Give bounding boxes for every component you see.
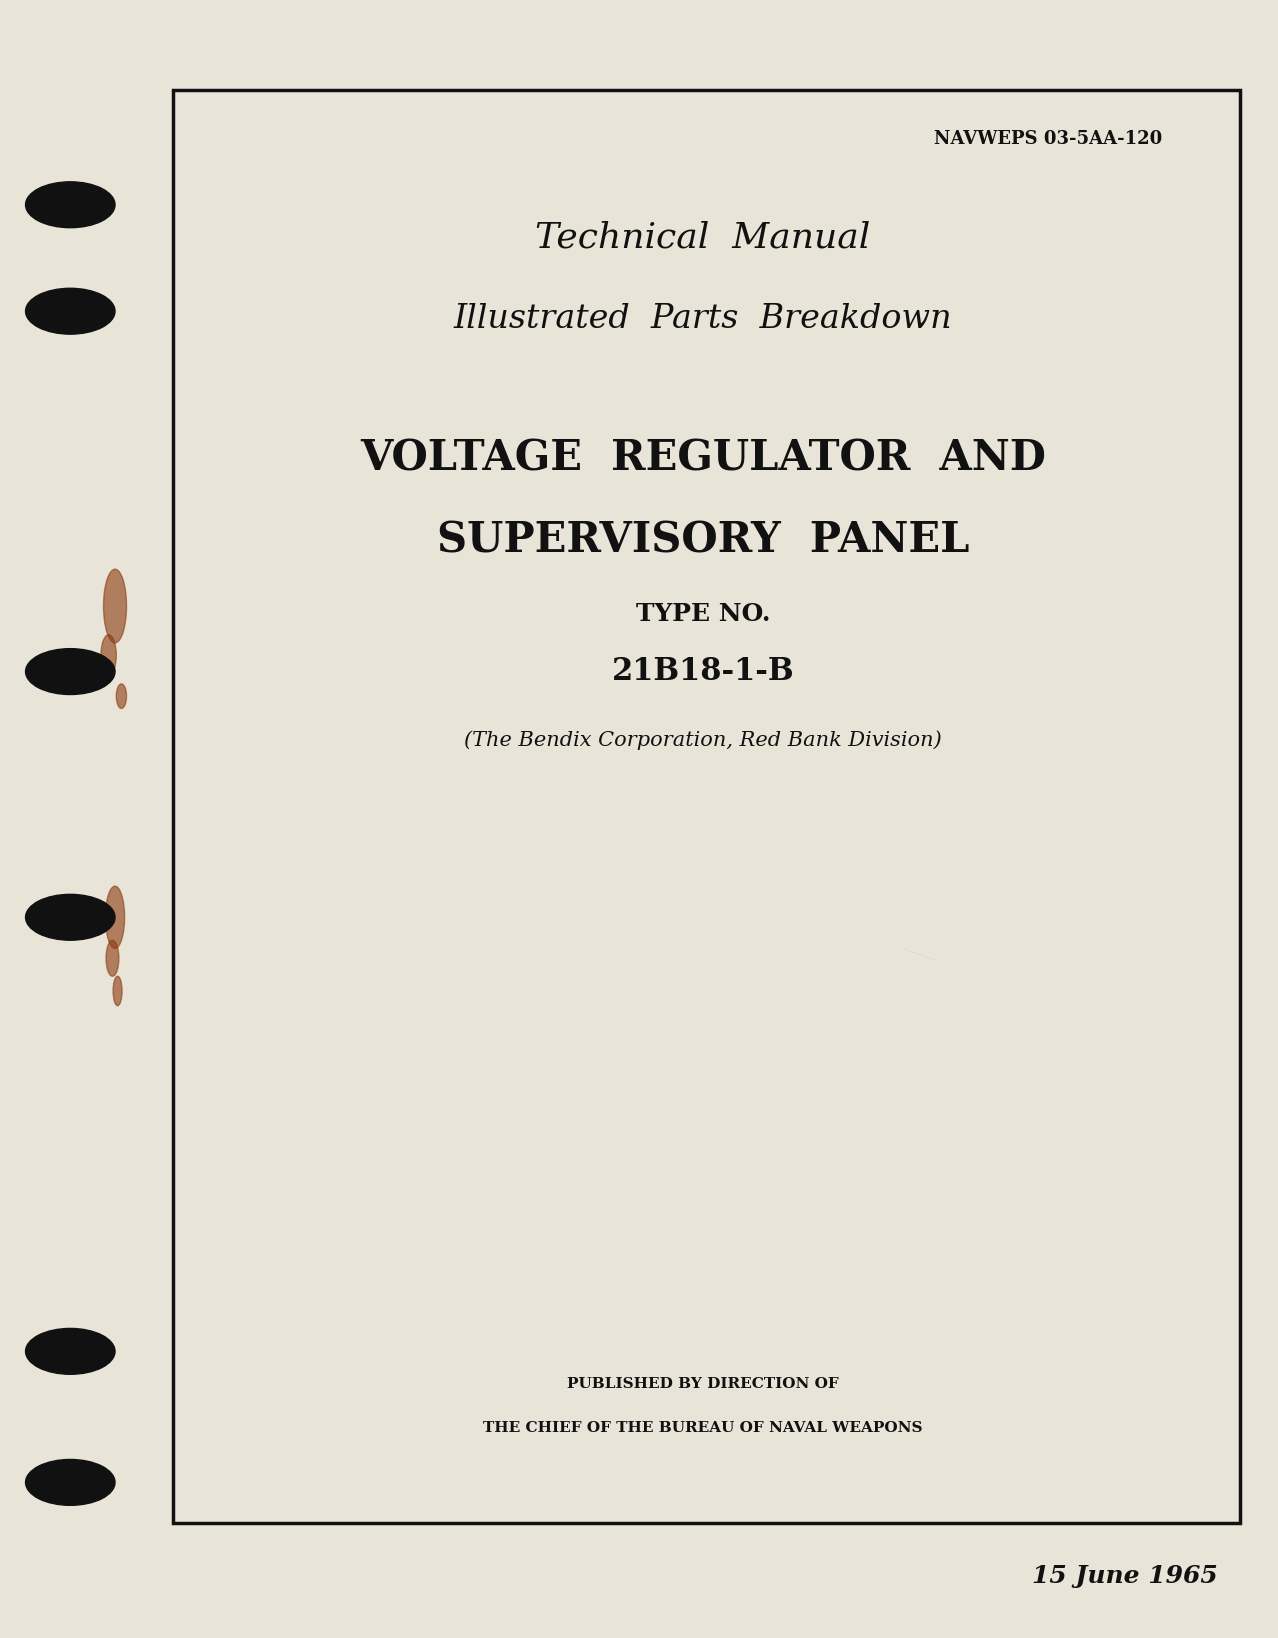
Text: 21B18-1-B: 21B18-1-B [612, 657, 794, 686]
FancyBboxPatch shape [173, 90, 1240, 1523]
Ellipse shape [112, 976, 123, 1006]
Ellipse shape [116, 685, 127, 708]
Text: PUBLISHED BY DIRECTION OF: PUBLISHED BY DIRECTION OF [567, 1378, 838, 1391]
Text: Illustrated  Parts  Breakdown: Illustrated Parts Breakdown [454, 303, 952, 336]
Text: 15 June 1965: 15 June 1965 [1031, 1564, 1218, 1587]
Text: TYPE NO.: TYPE NO. [635, 603, 771, 626]
Ellipse shape [26, 649, 115, 695]
Text: (The Bendix Corporation, Red Bank Division): (The Bendix Corporation, Red Bank Divisi… [464, 731, 942, 750]
Text: Technical  Manual: Technical Manual [535, 221, 870, 254]
Ellipse shape [26, 182, 115, 228]
Ellipse shape [26, 1328, 115, 1374]
Ellipse shape [26, 894, 115, 940]
Text: THE CHIEF OF THE BUREAU OF NAVAL WEAPONS: THE CHIEF OF THE BUREAU OF NAVAL WEAPONS [483, 1422, 923, 1435]
Text: NAVWEPS 03-5AA-120: NAVWEPS 03-5AA-120 [934, 131, 1162, 147]
Text: SUPERVISORY  PANEL: SUPERVISORY PANEL [437, 519, 969, 562]
Text: VOLTAGE  REGULATOR  AND: VOLTAGE REGULATOR AND [360, 437, 1045, 480]
Ellipse shape [26, 1459, 115, 1505]
Ellipse shape [105, 886, 124, 948]
Ellipse shape [104, 568, 127, 642]
Ellipse shape [101, 634, 116, 676]
Ellipse shape [106, 940, 119, 976]
Ellipse shape [26, 288, 115, 334]
Text: ______: ______ [902, 940, 938, 960]
